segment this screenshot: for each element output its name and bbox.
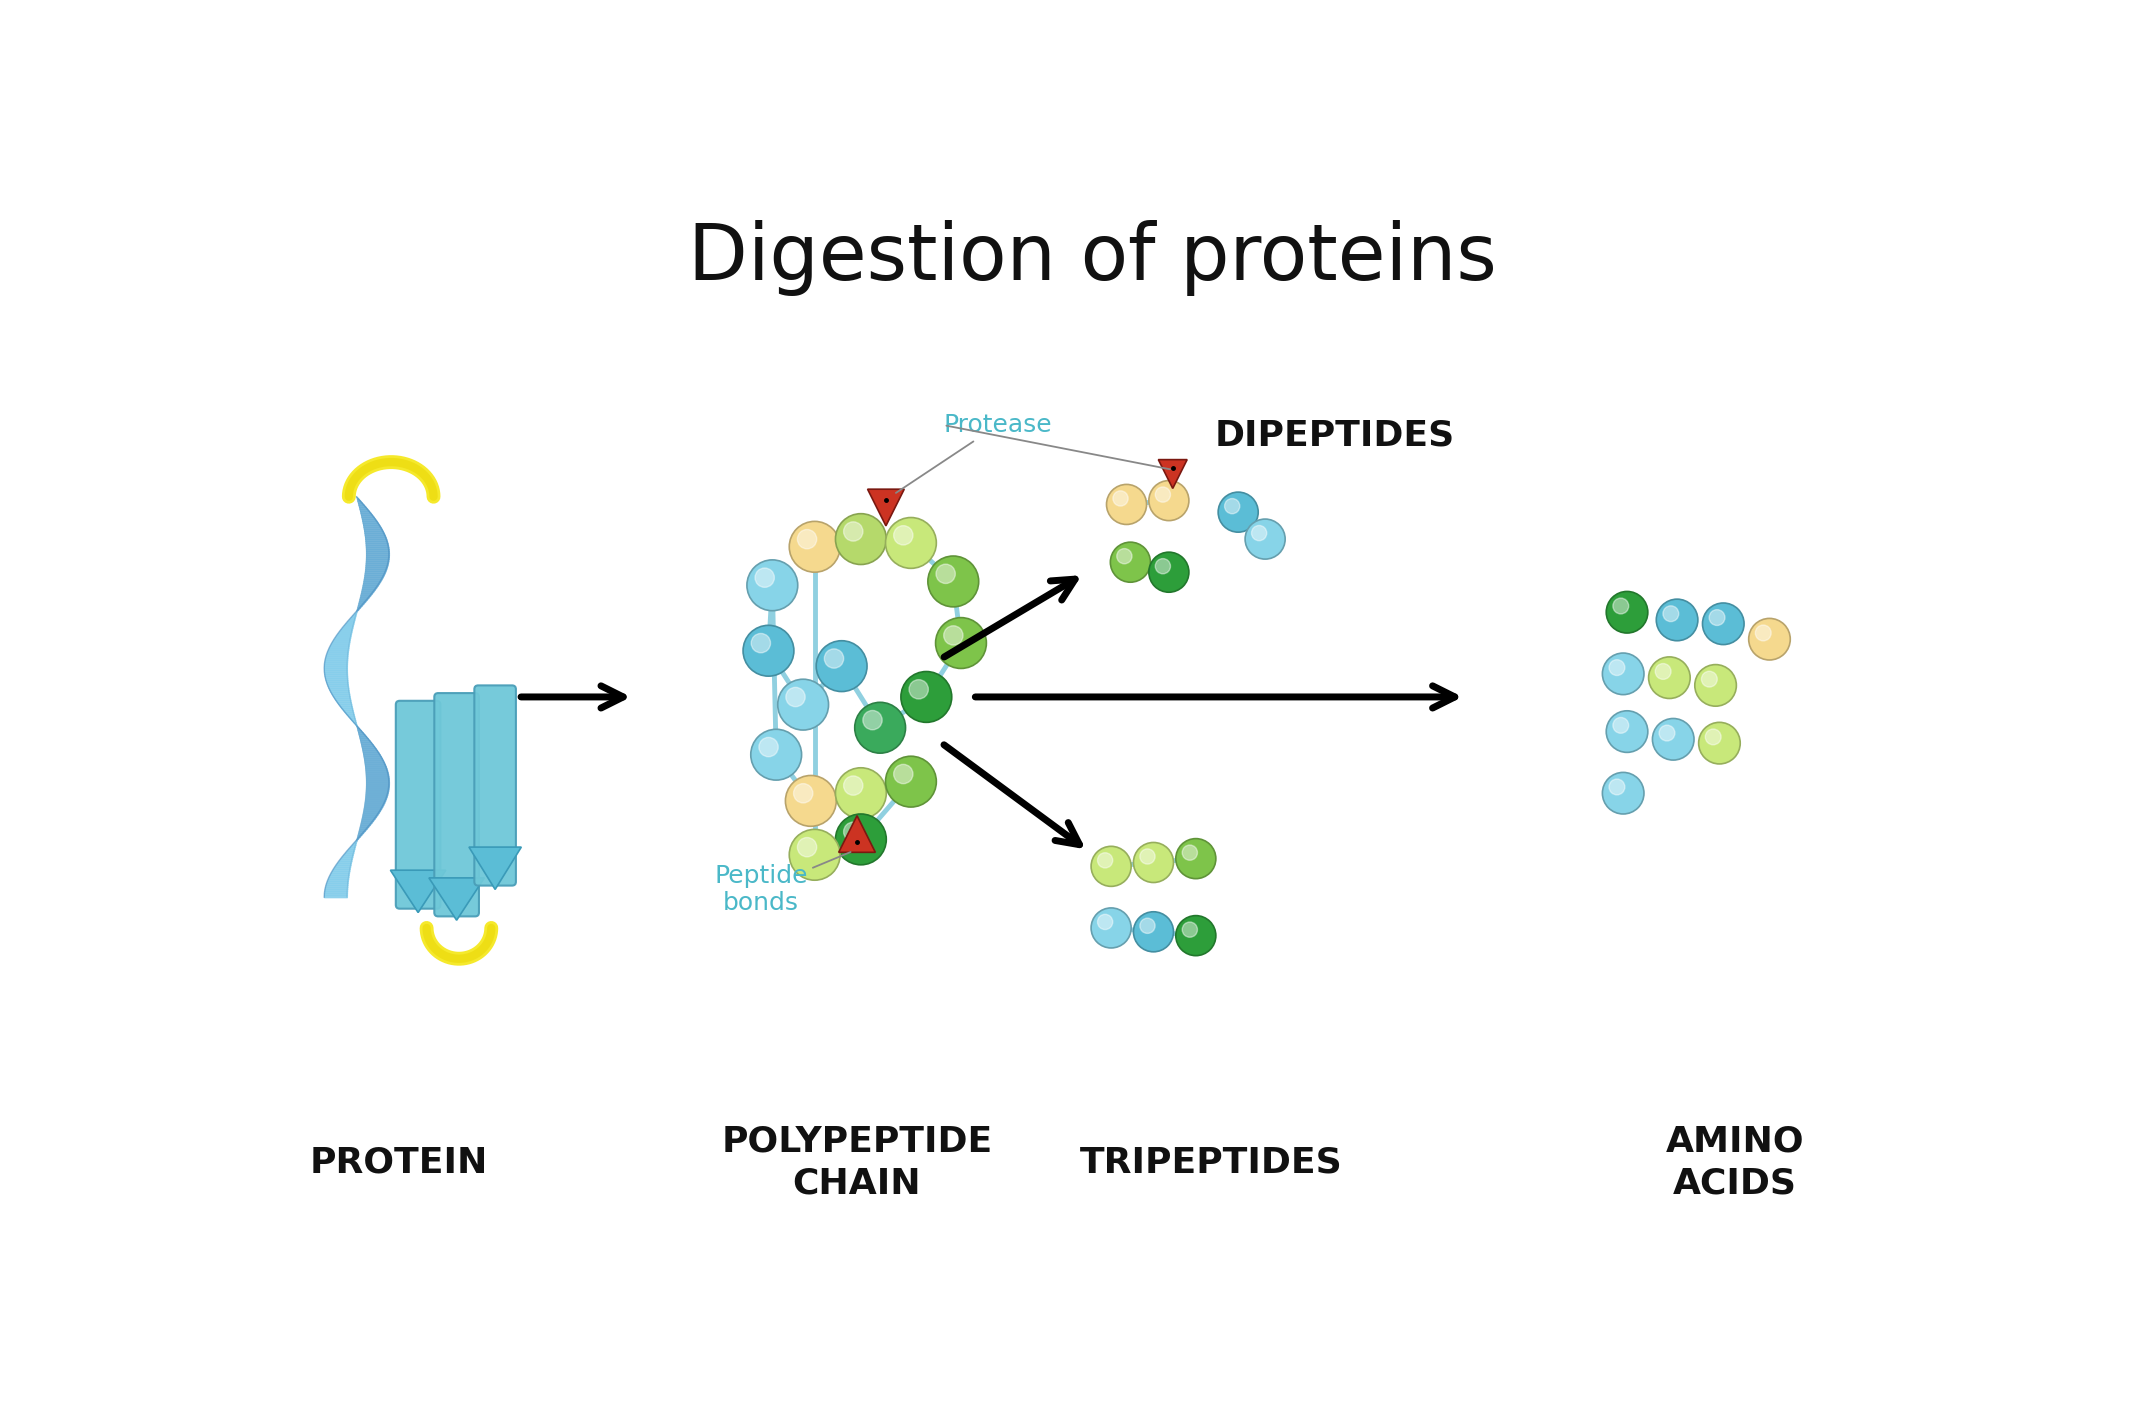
Polygon shape xyxy=(429,877,484,921)
Circle shape xyxy=(902,672,951,723)
Circle shape xyxy=(1098,852,1113,868)
FancyBboxPatch shape xyxy=(397,700,441,908)
Circle shape xyxy=(789,830,840,880)
Circle shape xyxy=(1156,558,1170,574)
Circle shape xyxy=(893,765,912,783)
Circle shape xyxy=(836,513,887,564)
Circle shape xyxy=(817,641,868,692)
Circle shape xyxy=(1610,659,1625,675)
Circle shape xyxy=(825,648,844,668)
Circle shape xyxy=(1183,845,1198,860)
Circle shape xyxy=(844,522,863,541)
Text: Digestion of proteins: Digestion of proteins xyxy=(689,219,1497,295)
Text: AMINO
ACIDS: AMINO ACIDS xyxy=(1665,1125,1804,1201)
Text: Protease: Protease xyxy=(895,413,1053,494)
Circle shape xyxy=(1113,491,1128,506)
Circle shape xyxy=(1111,543,1151,582)
Circle shape xyxy=(863,710,883,730)
Circle shape xyxy=(1177,915,1215,956)
Circle shape xyxy=(885,756,936,807)
Circle shape xyxy=(1699,723,1740,763)
Circle shape xyxy=(1659,725,1676,741)
Circle shape xyxy=(1134,911,1173,952)
Circle shape xyxy=(836,768,887,818)
Circle shape xyxy=(755,568,774,588)
Circle shape xyxy=(797,838,817,856)
Circle shape xyxy=(1755,626,1772,641)
Circle shape xyxy=(1092,846,1132,886)
Circle shape xyxy=(1141,918,1156,934)
Polygon shape xyxy=(390,870,446,912)
Circle shape xyxy=(1092,908,1132,948)
Circle shape xyxy=(750,634,770,652)
Circle shape xyxy=(893,526,912,546)
Circle shape xyxy=(1706,728,1721,745)
FancyBboxPatch shape xyxy=(473,685,516,886)
Text: PROTEIN: PROTEIN xyxy=(309,1146,488,1180)
Circle shape xyxy=(844,776,863,796)
Circle shape xyxy=(836,814,887,865)
Circle shape xyxy=(1603,772,1644,814)
Circle shape xyxy=(1610,779,1625,794)
Circle shape xyxy=(1156,486,1170,502)
Circle shape xyxy=(1107,485,1147,524)
Text: TRIPEPTIDES: TRIPEPTIDES xyxy=(1079,1146,1343,1180)
Circle shape xyxy=(1652,718,1695,761)
Polygon shape xyxy=(868,489,904,526)
Circle shape xyxy=(1648,657,1691,699)
Text: DIPEPTIDES: DIPEPTIDES xyxy=(1215,418,1454,453)
Circle shape xyxy=(1177,838,1215,879)
Circle shape xyxy=(1605,711,1648,752)
Circle shape xyxy=(1614,598,1629,614)
Circle shape xyxy=(1098,914,1113,929)
Circle shape xyxy=(1134,842,1173,883)
Text: POLYPEPTIDE
CHAIN: POLYPEPTIDE CHAIN xyxy=(721,1125,994,1201)
Circle shape xyxy=(885,517,936,568)
Circle shape xyxy=(936,617,987,668)
FancyBboxPatch shape xyxy=(435,693,480,917)
Circle shape xyxy=(844,823,863,841)
Circle shape xyxy=(789,522,840,572)
Circle shape xyxy=(944,626,964,645)
Circle shape xyxy=(1614,717,1629,734)
Circle shape xyxy=(797,530,817,548)
Circle shape xyxy=(1654,664,1671,679)
Circle shape xyxy=(1695,665,1735,706)
Circle shape xyxy=(1183,922,1198,938)
Circle shape xyxy=(1703,603,1744,644)
Circle shape xyxy=(1149,481,1190,520)
Circle shape xyxy=(746,560,797,610)
Circle shape xyxy=(750,730,802,780)
Circle shape xyxy=(855,703,906,754)
Circle shape xyxy=(936,564,955,583)
Circle shape xyxy=(1603,652,1644,695)
Circle shape xyxy=(787,688,806,707)
Circle shape xyxy=(759,737,778,756)
Polygon shape xyxy=(469,846,522,890)
Circle shape xyxy=(908,679,927,699)
Circle shape xyxy=(778,679,829,730)
Polygon shape xyxy=(1158,460,1188,488)
Circle shape xyxy=(1657,599,1697,641)
Circle shape xyxy=(1710,610,1725,626)
Circle shape xyxy=(1748,619,1791,659)
Circle shape xyxy=(1141,849,1156,865)
Circle shape xyxy=(1245,519,1286,560)
Circle shape xyxy=(1149,553,1190,592)
Circle shape xyxy=(1663,606,1678,621)
Text: Peptide
bonds: Peptide bonds xyxy=(714,852,851,915)
Circle shape xyxy=(1251,526,1266,541)
Circle shape xyxy=(1217,492,1258,531)
Circle shape xyxy=(793,783,812,803)
Polygon shape xyxy=(838,815,876,852)
Circle shape xyxy=(744,626,793,676)
Circle shape xyxy=(1701,671,1716,688)
Circle shape xyxy=(785,776,836,827)
Circle shape xyxy=(1224,499,1241,513)
Circle shape xyxy=(1605,592,1648,633)
Circle shape xyxy=(1117,548,1132,564)
Circle shape xyxy=(927,555,979,607)
